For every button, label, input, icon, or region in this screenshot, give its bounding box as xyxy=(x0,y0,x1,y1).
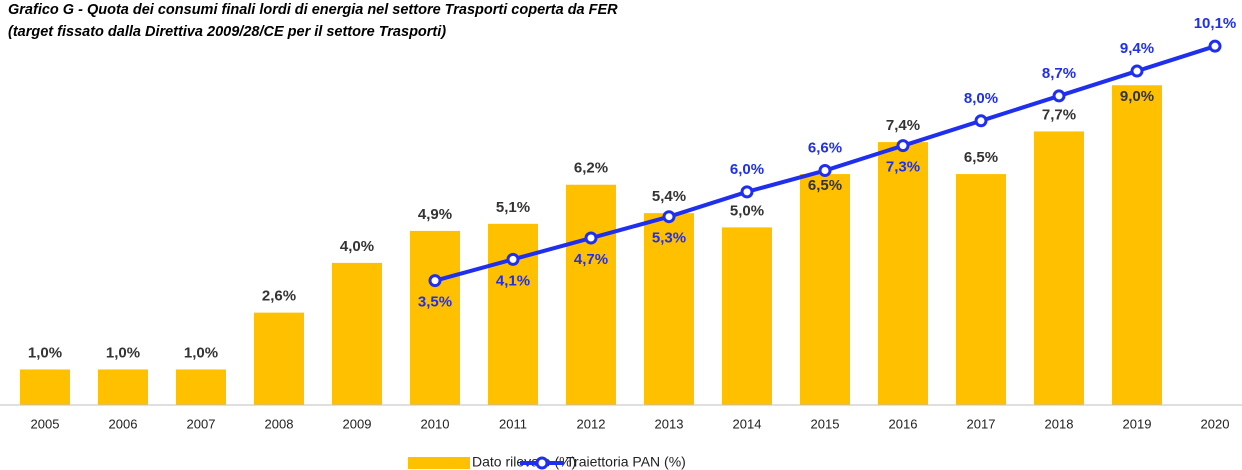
bar xyxy=(332,262,382,405)
line-value-label: 3,5% xyxy=(418,294,452,311)
x-tick-label: 2012 xyxy=(577,416,606,431)
bar-value-label: 7,4% xyxy=(886,117,920,134)
line-marker xyxy=(1208,39,1222,53)
bar-value-label: 6,2% xyxy=(574,160,608,177)
bar-value-label: 1,0% xyxy=(184,344,218,361)
bar xyxy=(176,369,226,405)
bar-value-label: 5,4% xyxy=(652,188,686,205)
bar xyxy=(98,369,148,405)
x-tick-label: 2006 xyxy=(109,416,138,431)
bar xyxy=(956,174,1006,405)
x-tick-label: 2015 xyxy=(811,416,840,431)
line-marker xyxy=(506,252,520,266)
legend-label: Traiettoria PAN (%) xyxy=(566,454,686,470)
line-value-label: 6,0% xyxy=(730,161,764,178)
line-value-label: 5,3% xyxy=(652,230,686,247)
bar-value-label: 9,0% xyxy=(1120,88,1154,105)
x-tick-label: 2011 xyxy=(499,416,527,431)
line-value-label: 4,1% xyxy=(496,272,530,289)
line-marker xyxy=(662,210,676,224)
x-tick-label: 2010 xyxy=(421,416,450,431)
line-value-label: 6,6% xyxy=(808,139,842,156)
bar xyxy=(410,230,460,405)
bar-value-label: 5,1% xyxy=(496,199,530,216)
line-marker xyxy=(1052,89,1066,103)
line-marker xyxy=(740,185,754,199)
bar xyxy=(878,142,928,405)
x-tick-label: 2018 xyxy=(1045,416,1074,431)
line-value-label: 8,7% xyxy=(1042,65,1076,82)
bar xyxy=(800,174,850,405)
bar xyxy=(1112,85,1162,406)
line-value-label: 4,7% xyxy=(574,251,608,268)
line-marker xyxy=(896,139,910,153)
bar xyxy=(1034,131,1084,405)
bar xyxy=(644,213,694,405)
bar-value-label: 1,0% xyxy=(28,344,62,361)
bar-value-label: 5,0% xyxy=(730,202,764,219)
legend-swatch xyxy=(408,457,470,469)
line-marker xyxy=(1130,64,1144,78)
chart-title: Grafico G - Quota dei consumi finali lor… xyxy=(8,2,618,18)
x-tick-label: 2014 xyxy=(733,416,762,431)
bar-value-label: 6,5% xyxy=(808,177,842,194)
chart-subtitle: (target fissato dalla Direttiva 2009/28/… xyxy=(8,24,446,40)
bar xyxy=(722,227,772,405)
x-tick-label: 2019 xyxy=(1123,416,1152,431)
bar xyxy=(566,184,616,405)
bar-value-label: 6,5% xyxy=(964,149,998,166)
bar xyxy=(254,312,304,405)
bar-value-label: 4,0% xyxy=(340,238,374,255)
bar-value-label: 4,9% xyxy=(418,206,452,223)
bar xyxy=(488,223,538,405)
line-marker xyxy=(818,164,832,178)
line-marker xyxy=(584,231,598,245)
bar-value-label: 2,6% xyxy=(262,288,296,305)
legend-swatch xyxy=(535,456,549,470)
x-tick-label: 2017 xyxy=(967,416,996,431)
x-tick-label: 2007 xyxy=(187,416,216,431)
bar-value-label: 1,0% xyxy=(106,344,140,361)
line-value-label: 10,1% xyxy=(1194,15,1237,32)
x-tick-label: 2008 xyxy=(265,416,294,431)
line-value-label: 8,0% xyxy=(964,90,998,107)
line-marker xyxy=(428,274,442,288)
x-tick-label: 2020 xyxy=(1201,416,1230,431)
x-tick-label: 2013 xyxy=(655,416,684,431)
line-value-label: 7,3% xyxy=(886,159,920,176)
x-tick-label: 2005 xyxy=(31,416,60,431)
line-marker xyxy=(974,114,988,128)
bar-value-label: 7,7% xyxy=(1042,106,1076,123)
x-tick-label: 2009 xyxy=(343,416,372,431)
x-tick-label: 2016 xyxy=(889,416,918,431)
line-value-label: 9,4% xyxy=(1120,40,1154,57)
bar xyxy=(20,369,70,405)
